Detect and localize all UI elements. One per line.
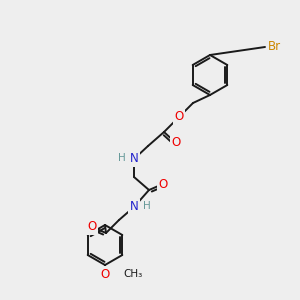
- Text: H: H: [143, 201, 151, 211]
- Text: O: O: [174, 110, 184, 124]
- Text: N: N: [130, 200, 138, 214]
- Text: O: O: [100, 268, 109, 281]
- Text: O: O: [87, 220, 97, 233]
- Text: Br: Br: [268, 40, 281, 53]
- Text: N: N: [130, 152, 138, 166]
- Text: O: O: [171, 136, 181, 149]
- Text: H: H: [118, 153, 126, 163]
- Text: O: O: [158, 178, 168, 190]
- Text: CH₃: CH₃: [123, 269, 142, 279]
